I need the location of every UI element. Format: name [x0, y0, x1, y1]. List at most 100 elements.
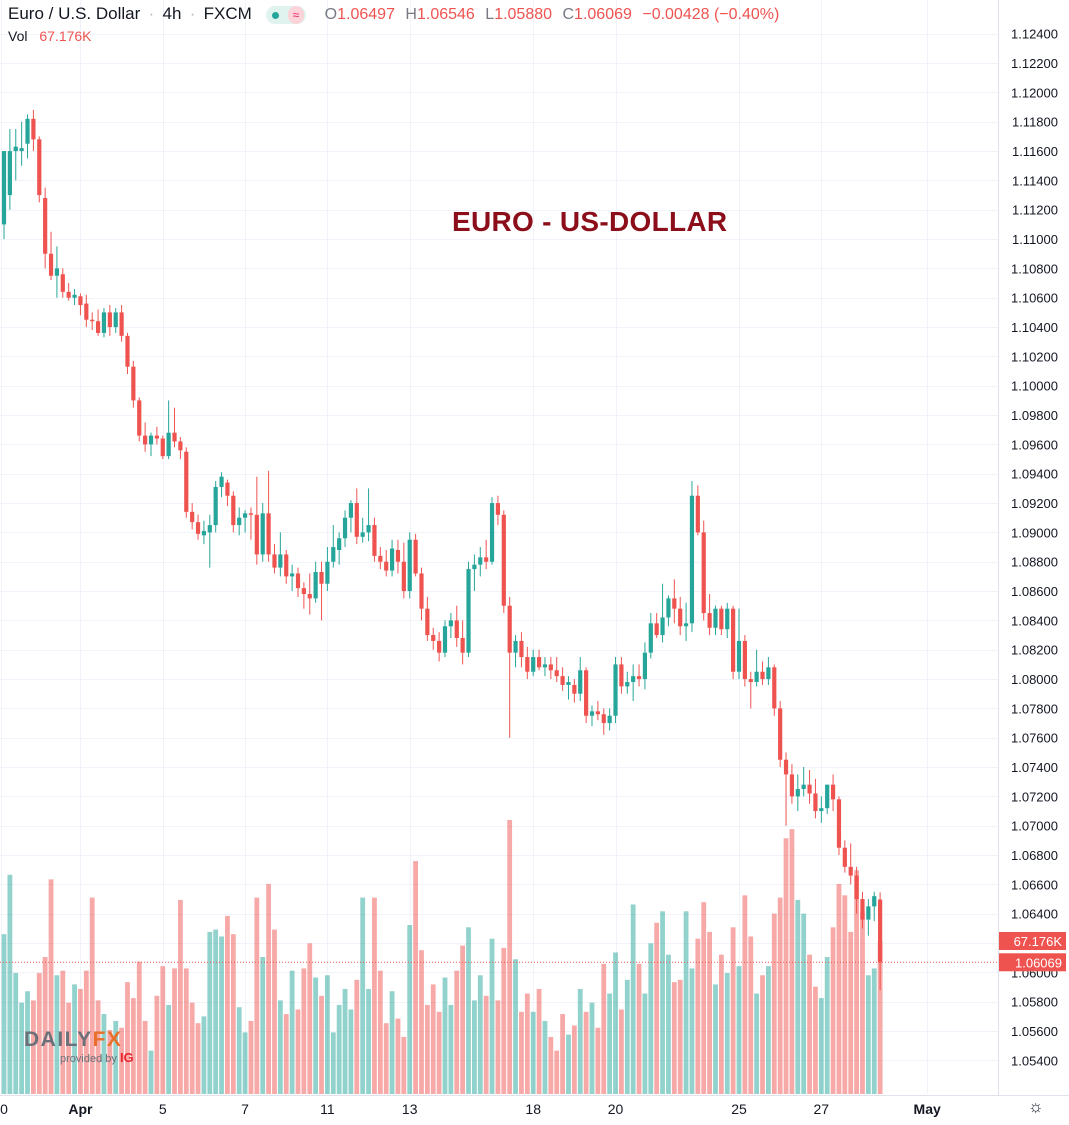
- candle-body: [148, 435, 154, 445]
- candle-body: [819, 808, 824, 812]
- volume-bar: [130, 998, 136, 1094]
- volume-bar: [630, 904, 636, 1094]
- volume-bar: [613, 952, 618, 1094]
- candle-body: [830, 784, 836, 800]
- candle-body: [513, 640, 518, 653]
- current-price-tag: [999, 953, 1066, 972]
- volume-bar: [724, 972, 730, 1094]
- volume-bar: [571, 1025, 577, 1094]
- volume-bar: [636, 963, 642, 1094]
- candle-body: [795, 789, 800, 797]
- candle-body: [713, 608, 718, 628]
- high-label: H: [405, 6, 417, 23]
- volume-bar: [654, 922, 660, 1094]
- candle-body: [248, 513, 254, 515]
- candle-body: [419, 573, 424, 609]
- candle-body: [160, 438, 165, 457]
- price-tick-label: 1.12200: [1011, 56, 1058, 71]
- wave-icon[interactable]: ≈: [287, 5, 305, 24]
- price-tick-label: 1.09200: [1011, 496, 1058, 511]
- candle-body: [495, 503, 501, 515]
- volume-bar: [718, 954, 724, 1094]
- price-tick-label: 1.11400: [1012, 173, 1058, 188]
- interval-label[interactable]: 4h: [162, 4, 182, 23]
- candle-body: [854, 875, 859, 900]
- volume-bar: [713, 984, 718, 1094]
- candle-body: [672, 598, 677, 609]
- candle-body: [25, 118, 30, 144]
- candle-body: [213, 486, 218, 526]
- volume-bar: [495, 1000, 501, 1094]
- volume-bar: [818, 998, 824, 1094]
- volume-bar: [283, 1014, 289, 1094]
- candle-body: [242, 513, 248, 518]
- candle-body: [342, 517, 348, 539]
- volume-bar: [248, 1020, 254, 1094]
- candle-body: [589, 711, 595, 716]
- candle-body: [254, 514, 259, 555]
- candle-body: [607, 715, 612, 724]
- volume-bar: [72, 984, 77, 1094]
- candle-body: [801, 784, 806, 790]
- candle-body: [678, 608, 683, 627]
- price-tick-label: 1.06400: [1011, 907, 1058, 922]
- price-tick-label: 1.10400: [1011, 320, 1058, 335]
- symbol-name[interactable]: Euro / U.S. Dollar: [8, 4, 141, 23]
- volume-bar: [136, 961, 142, 1094]
- candle-body: [337, 538, 342, 550]
- candle-body: [595, 711, 600, 715]
- price-axis[interactable]: [998, 0, 1069, 1095]
- candle-body: [531, 657, 536, 672]
- candle-body: [366, 525, 371, 533]
- volume-bar: [54, 975, 60, 1094]
- candle-body: [466, 569, 471, 653]
- candle-body: [401, 561, 406, 592]
- candle-body: [731, 608, 736, 672]
- candle-body: [425, 608, 430, 636]
- gear-icon[interactable]: ☼: [1028, 1097, 1044, 1116]
- volume-bar: [301, 968, 307, 1094]
- candle-body: [754, 671, 759, 682]
- volume-bar: [336, 1004, 342, 1094]
- volume-bar: [589, 1002, 595, 1094]
- volume-bar: [195, 1023, 201, 1094]
- candle-body: [348, 503, 354, 518]
- volume-bar: [783, 838, 789, 1094]
- volume-bar: [254, 897, 260, 1094]
- volume-bar: [742, 895, 748, 1094]
- candle-body: [13, 146, 18, 152]
- volume-bar: [419, 950, 424, 1094]
- volume-legend[interactable]: Vol 67.176K: [8, 28, 92, 44]
- time-tick-label: 20: [608, 1101, 624, 1117]
- logo-ig: IG: [119, 1050, 134, 1065]
- candle-body: [631, 676, 636, 682]
- candle-body: [295, 573, 301, 589]
- candle-body: [307, 594, 312, 599]
- volume-bar: [201, 1016, 207, 1094]
- candle-body: [413, 539, 418, 574]
- volume-bar: [242, 1032, 248, 1094]
- time-tick-label: 5: [159, 1101, 167, 1117]
- candle-body: [736, 640, 742, 672]
- volume-bar: [219, 936, 224, 1094]
- candle-body: [266, 513, 271, 555]
- candle-body: [260, 513, 265, 555]
- candle-body: [201, 530, 207, 536]
- volume-bar: [813, 986, 818, 1094]
- candle-body: [707, 613, 712, 628]
- time-tick-label: 18: [525, 1101, 541, 1117]
- volume-bar: [519, 1011, 524, 1094]
- volume-bar: [472, 1000, 477, 1094]
- volume-bar: [424, 1004, 430, 1094]
- volume-bar: [836, 883, 842, 1094]
- market-status-badge[interactable]: ≈: [266, 5, 307, 24]
- dailyfx-logo: DAILYFX provided by IG: [24, 1028, 134, 1065]
- volume-bar: [477, 975, 483, 1094]
- time-tick-label: 0: [0, 1101, 8, 1117]
- volume-bar: [66, 1002, 72, 1094]
- volume-bar: [466, 927, 471, 1094]
- volume-bar: [507, 820, 513, 1094]
- legend-separator: ·: [189, 6, 196, 23]
